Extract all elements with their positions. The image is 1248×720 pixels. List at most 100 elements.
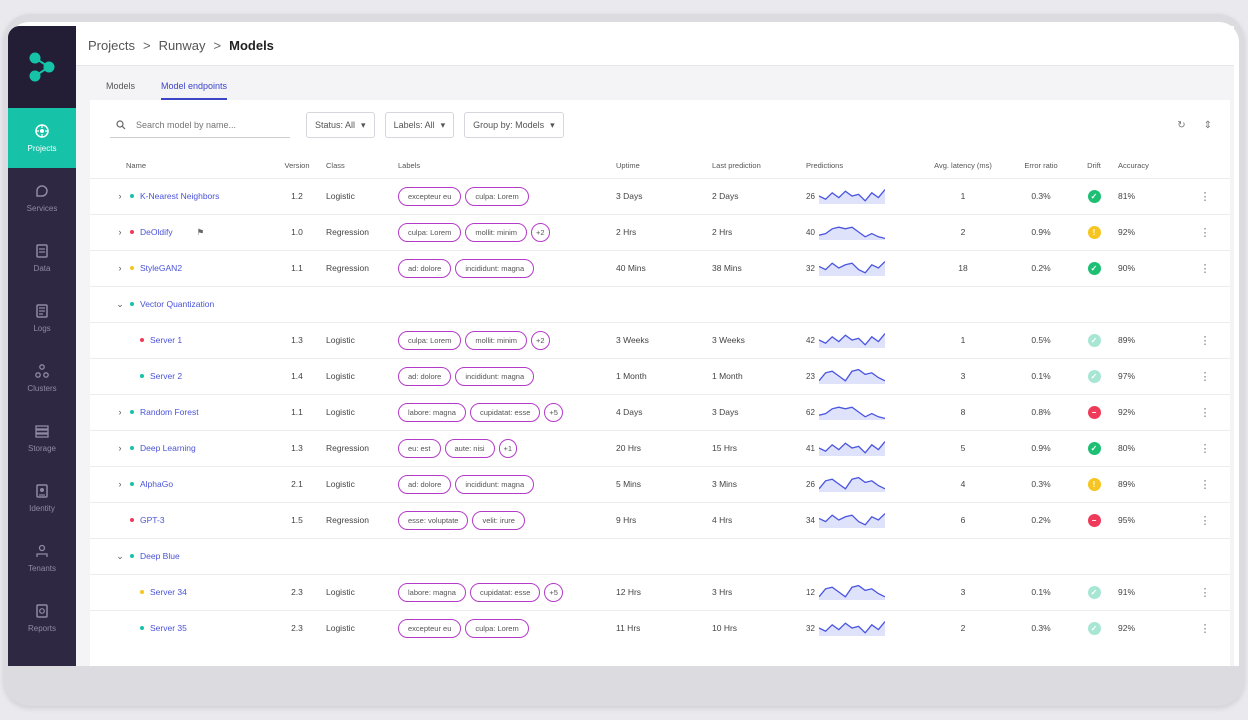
label-pill[interactable]: culpa: Lorem	[465, 186, 529, 206]
model-name[interactable]: Deep Learning	[140, 443, 196, 453]
row-menu-icon[interactable]: ⋮	[1180, 321, 1230, 358]
table-row[interactable]: Server 1 1.3 Logistic culpa: Lorem mollit…	[90, 321, 1230, 358]
group-name[interactable]: Deep Blue	[140, 551, 180, 561]
column-header[interactable]: Version	[284, 161, 310, 171]
label-pill[interactable]: culpa: Lorem	[398, 330, 462, 350]
tab-model-endpoints[interactable]: Model endpoints	[161, 81, 228, 100]
table-row[interactable]: Server 35 2.3 Logistic excepteur eu culpa…	[90, 609, 1230, 646]
column-header[interactable]: Drift	[1087, 161, 1101, 171]
label-pill[interactable]: culpa: Lorem	[465, 618, 529, 638]
table-row[interactable]: Server 2 1.4 Logistic ad: dolore incididu…	[90, 357, 1230, 394]
table-row[interactable]: › DeOldify ⚑ 1.0 Regression culpa: Lorem mo…	[90, 213, 1230, 250]
label-pill[interactable]: cupidatat: esse	[469, 582, 541, 602]
column-header[interactable]: Accuracy	[1118, 161, 1149, 171]
table-row[interactable]: › K-Nearest Neighbors 1.2 Logistic except…	[90, 177, 1230, 214]
table-row[interactable]: › AlphaGo 2.1 Logistic ad: dolore incididu…	[90, 465, 1230, 502]
label-pill[interactable]: labore: magna	[398, 582, 466, 602]
more-labels-pill[interactable]: +2	[531, 330, 550, 350]
sidebar-item-services[interactable]: Services	[8, 168, 76, 228]
search-input[interactable]	[136, 119, 266, 130]
model-name[interactable]: Server 34	[150, 587, 187, 597]
sidebar-item-tenants[interactable]: Tenants	[8, 528, 76, 588]
group-by-select[interactable]: Group by: Models ▾	[464, 112, 564, 138]
sidebar-item-storage[interactable]: Storage	[8, 408, 76, 468]
model-name[interactable]: AlphaGo	[140, 479, 174, 489]
table-row[interactable]: Server 34 2.3 Logistic labore: magna cupi…	[90, 573, 1230, 610]
row-menu-icon[interactable]: ⋮	[1180, 177, 1230, 214]
group-name[interactable]: Vector Quantization	[140, 299, 215, 309]
model-name[interactable]: StyleGAN2	[140, 263, 183, 273]
label-pill[interactable]: incididunt: magna	[455, 366, 535, 386]
sidebar-item-clusters[interactable]: Clusters	[8, 348, 76, 408]
row-menu-icon[interactable]: ⋮	[1180, 249, 1230, 286]
row-menu-icon[interactable]: ⋮	[1180, 465, 1230, 502]
column-header[interactable]: Error ratio	[1024, 161, 1058, 171]
table-row[interactable]: GPT-3 1.5 Regression esse: voluptate veli…	[90, 501, 1230, 538]
table-row[interactable]: › StyleGAN2 1.1 Regression ad: dolore inci…	[90, 249, 1230, 286]
chevron-right-icon[interactable]: ›	[118, 443, 122, 453]
model-name[interactable]: K-Nearest Neighbors	[140, 191, 220, 201]
column-header[interactable]: Uptime	[616, 161, 640, 171]
row-menu-icon[interactable]: ⋮	[1180, 213, 1230, 250]
label-pill[interactable]: mollit: minim	[465, 222, 528, 242]
group-row[interactable]: ⌄ Deep Blue	[90, 537, 1230, 574]
row-menu-icon[interactable]: ⋮	[1180, 573, 1230, 610]
row-menu-icon[interactable]: ⋮	[1180, 501, 1230, 538]
status-filter[interactable]: Status: All ▾	[306, 112, 375, 138]
sidebar-item-data[interactable]: Data	[8, 228, 76, 288]
model-name[interactable]: GPT-3	[140, 515, 165, 525]
column-header[interactable]: Avg. latency (ms)	[934, 161, 992, 171]
chevron-down-icon[interactable]: ⌄	[116, 550, 124, 561]
column-header[interactable]: Labels	[398, 161, 421, 171]
label-pill[interactable]: excepteur eu	[398, 186, 462, 206]
sidebar-item-logs[interactable]: Logs	[8, 288, 76, 348]
column-header[interactable]: Name	[126, 161, 147, 171]
chevron-down-icon[interactable]: ⌄	[116, 298, 124, 309]
label-pill[interactable]: velit: irure	[472, 510, 525, 530]
label-pill[interactable]: esse: voluptate	[398, 510, 469, 530]
labels-filter[interactable]: Labels: All ▾	[384, 112, 455, 138]
label-pill[interactable]: incididunt: magna	[455, 474, 535, 494]
model-name[interactable]: Random Forest	[140, 407, 199, 417]
column-header[interactable]: Class	[326, 161, 345, 171]
model-name[interactable]: DeOldify	[140, 227, 173, 237]
row-menu-icon[interactable]: ⋮	[1180, 357, 1230, 394]
model-name[interactable]: Server 2	[150, 371, 183, 381]
refresh-icon[interactable]: ↻	[1177, 120, 1186, 131]
more-labels-pill[interactable]: +2	[531, 222, 550, 242]
column-header[interactable]: Last prediction	[712, 161, 761, 171]
label-pill[interactable]: ad: dolore	[398, 258, 452, 278]
row-menu-icon[interactable]: ⋮	[1180, 393, 1230, 430]
label-pill[interactable]: ad: dolore	[398, 366, 452, 386]
more-labels-pill[interactable]: +1	[498, 438, 518, 458]
label-pill[interactable]: labore: magna	[398, 402, 466, 422]
sidebar-item-reports[interactable]: Reports	[8, 588, 76, 648]
label-pill[interactable]: eu: est	[398, 438, 441, 458]
chevron-right-icon[interactable]: ›	[118, 227, 122, 237]
column-header[interactable]: Predictions	[806, 161, 844, 171]
label-pill[interactable]: ad: dolore	[398, 474, 452, 494]
label-pill[interactable]: cupidatat: esse	[469, 402, 541, 422]
label-pill[interactable]: excepteur eu	[398, 618, 462, 638]
group-row[interactable]: ⌄ Vector Quantization	[90, 285, 1230, 322]
table-row[interactable]: › Random Forest 1.1 Logistic labore: magn…	[90, 393, 1230, 430]
flag-icon[interactable]: ⚑	[196, 226, 205, 237]
label-pill[interactable]: culpa: Lorem	[398, 222, 462, 242]
more-labels-pill[interactable]: +5	[544, 402, 563, 422]
breadcrumb-runway[interactable]: Runway	[158, 38, 206, 53]
more-labels-pill[interactable]: +5	[544, 582, 563, 602]
row-menu-icon[interactable]: ⋮	[1180, 609, 1230, 646]
breadcrumb-projects[interactable]: Projects	[88, 38, 135, 53]
chevron-right-icon[interactable]: ›	[118, 479, 122, 489]
table-row[interactable]: › Deep Learning 1.3 Regression eu: est aut…	[90, 429, 1230, 466]
chevron-right-icon[interactable]: ›	[118, 191, 122, 201]
chevron-right-icon[interactable]: ›	[118, 407, 122, 417]
sidebar-item-identity[interactable]: Identity	[8, 468, 76, 528]
sidebar-item-projects[interactable]: Projects	[8, 108, 76, 168]
label-pill[interactable]: incididunt: magna	[455, 258, 535, 278]
sort-icon[interactable]: ⇕	[1203, 120, 1212, 131]
app-logo[interactable]	[8, 26, 76, 108]
model-name[interactable]: Server 1	[150, 335, 183, 345]
label-pill[interactable]: aute: nisi	[444, 438, 495, 458]
row-menu-icon[interactable]: ⋮	[1180, 429, 1230, 466]
